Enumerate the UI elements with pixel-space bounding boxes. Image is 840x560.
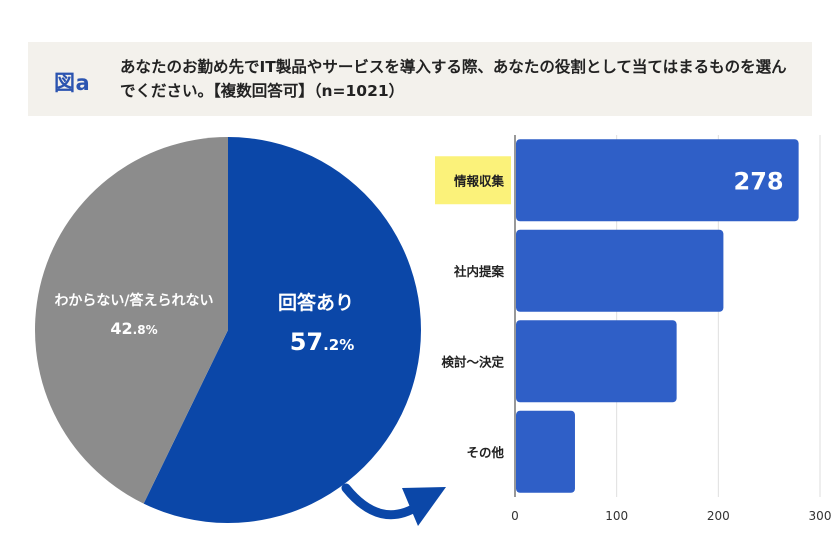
connector-arrow-head xyxy=(402,487,446,526)
highlight-box xyxy=(435,156,511,205)
category-label-1: 社内提案 xyxy=(453,264,505,279)
pie-value-answered-main: 57 xyxy=(290,328,323,356)
pie-value-unknown: 42.8% xyxy=(110,319,157,338)
bar-value-label: 278 xyxy=(734,167,784,195)
figure-label: 図a xyxy=(54,71,91,95)
bar-0 xyxy=(516,139,799,222)
connector-arrow-shaft xyxy=(341,483,423,520)
x-tick-label-200: 200 xyxy=(707,509,730,523)
bar-1 xyxy=(516,229,724,312)
bar-2 xyxy=(516,320,677,403)
pie-value-unknown-decimal: .8% xyxy=(133,323,158,337)
category-label-0: 情報収集 xyxy=(454,173,505,188)
category-label-2: 検討〜決定 xyxy=(441,354,504,369)
x-tick-label-0: 0 xyxy=(511,509,519,523)
pie-value-answered-decimal: .2% xyxy=(323,336,354,354)
category-label-3: その他 xyxy=(466,445,504,460)
pie-slice-answered xyxy=(143,137,421,523)
pie-value-answered: 57.2% xyxy=(290,328,355,356)
x-tick-label-300: 300 xyxy=(809,509,832,523)
pie-slice-unknown xyxy=(34,137,228,504)
pie-label-unknown: わからない/答えられない xyxy=(54,292,213,309)
x-tick-label-100: 100 xyxy=(605,509,628,523)
pie-value-unknown-main: 42 xyxy=(110,319,132,338)
pie-label-answered: 回答あり xyxy=(278,291,354,314)
bar-3 xyxy=(516,410,575,493)
pie-chart: 回答あり 57.2% わからない/答えられない 42.8% xyxy=(34,137,421,523)
survey-question: あなたのお勤め先でIT製品やサービスを導入する際、あなたの役割として当てはまるも… xyxy=(120,58,787,100)
figure-header: 図a あなたのお勤め先でIT製品やサービスを導入する際、あなたの役割として当ては… xyxy=(28,42,812,116)
